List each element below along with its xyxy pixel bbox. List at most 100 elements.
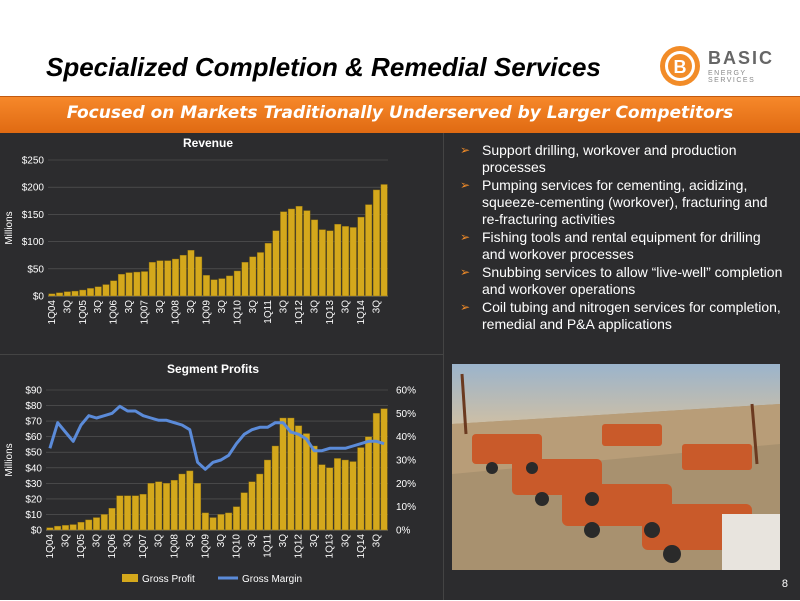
bar: [124, 495, 132, 531]
svg-text:B: B: [674, 57, 687, 77]
bar: [108, 508, 116, 531]
logo-wordmark: BASIC: [708, 48, 775, 68]
x-tick-label: 1Q12: [294, 534, 305, 559]
bar: [264, 459, 271, 531]
bar: [71, 290, 79, 297]
bar: [326, 467, 334, 531]
bar: [257, 252, 264, 297]
logo-b-icon: B: [660, 46, 700, 86]
bar: [210, 279, 218, 297]
bar: [148, 262, 156, 297]
bar: [318, 464, 326, 531]
x-tick-label: 1Q05: [76, 534, 87, 559]
bar: [141, 271, 149, 297]
bar: [326, 230, 334, 297]
x-tick-label: 1Q14: [356, 300, 367, 325]
x-tick-label: 1Q14: [356, 534, 367, 559]
bullet-item: ➢ Coil tubing and nitrogen services for c…: [456, 299, 786, 333]
bar: [342, 226, 349, 297]
x-tick-label: 3Q: [340, 534, 351, 548]
x-tick-label: 1Q07: [138, 534, 149, 559]
y-right-tick-label: 60%: [396, 386, 416, 397]
bar: [341, 459, 349, 531]
x-tick-label: 3Q: [310, 300, 321, 314]
bar: [226, 275, 234, 297]
bar: [311, 219, 319, 297]
bar: [272, 230, 280, 297]
bar: [186, 470, 194, 531]
bullet-item: ➢ Support drilling, workover and producti…: [456, 142, 786, 176]
y-tick-label: $0: [33, 292, 45, 303]
bar: [287, 417, 295, 531]
x-tick-label: 3Q: [154, 534, 165, 548]
bar: [100, 514, 108, 531]
equipment-photo: [452, 364, 780, 570]
arrow-bullet-icon: ➢: [460, 230, 471, 244]
x-tick-label: 1Q11: [263, 534, 274, 558]
arrow-bullet-icon: ➢: [460, 143, 471, 157]
slide-title: Specialized Completion & Remedial Servic…: [46, 52, 601, 82]
bar: [85, 519, 93, 531]
x-tick-label: 3Q: [62, 300, 73, 314]
x-tick-label: 3Q: [92, 534, 103, 548]
bar: [178, 473, 186, 531]
gross-margin-line: [48, 404, 385, 471]
bar: [295, 425, 303, 531]
bar: [117, 274, 125, 297]
y-tick-label: $20: [25, 494, 42, 505]
bar: [179, 254, 187, 297]
bar: [187, 250, 195, 297]
x-tick-label: 3Q: [371, 534, 382, 548]
bar: [365, 436, 373, 531]
bar: [69, 524, 77, 531]
x-tick-label: 1Q12: [294, 300, 305, 325]
x-tick-label: 3Q: [371, 300, 382, 314]
bar: [218, 278, 226, 297]
bar: [87, 288, 94, 297]
bar: [217, 514, 225, 531]
bar: [279, 417, 287, 531]
segment-profits-chart: Segment Profits Millions $0 $10 $20 $30 $40 $50…: [4, 362, 416, 585]
x-tick-label: 1Q06: [109, 300, 120, 325]
horizontal-divider: [0, 354, 443, 355]
bar: [125, 272, 133, 297]
bar: [256, 473, 264, 531]
x-tick-label: 1Q04: [45, 534, 56, 559]
bar: [131, 495, 139, 531]
x-tick-label: 1Q13: [325, 300, 336, 325]
bar: [303, 210, 311, 297]
x-tick-label: 1Q08: [171, 300, 182, 325]
x-tick-label: 3Q: [124, 300, 135, 314]
logo-tagline: ENERGY SERVICES: [708, 70, 756, 84]
bullet-item: ➢ Fishing tools and rental equipment for …: [456, 229, 786, 263]
bar: [93, 517, 100, 531]
bar: [280, 211, 288, 297]
y-tick-label: $200: [22, 183, 45, 194]
bar: [232, 506, 240, 531]
bullet-item: ➢ Snubbing services to allow “live-well” …: [456, 264, 786, 298]
x-tick-label: 1Q10: [232, 300, 243, 325]
x-tick-label: 1Q04: [47, 300, 58, 325]
bar: [264, 243, 272, 297]
bar: [77, 522, 85, 531]
bar: [318, 229, 326, 297]
y-tick-label: $0: [31, 526, 43, 537]
bar: [102, 284, 110, 297]
bar: [380, 408, 388, 531]
subtitle-banner: Focused on Markets Traditionally Underse…: [0, 96, 800, 135]
bar: [54, 525, 62, 531]
bar: [94, 286, 102, 297]
bar: [133, 271, 141, 297]
y-right-tick-label: 10%: [396, 502, 416, 513]
bullet-text: Support drilling, workover and productio…: [482, 142, 737, 175]
bar: [248, 481, 256, 531]
chart-title: Segment Profits: [167, 362, 259, 376]
bar: [116, 495, 124, 531]
y-axis-label: Millions: [4, 443, 15, 476]
bar: [195, 256, 203, 297]
bar: [334, 223, 342, 297]
bar: [79, 289, 87, 297]
bar: [287, 208, 295, 297]
x-tick-label: 3Q: [185, 534, 196, 548]
x-tick-label: 3Q: [186, 300, 197, 314]
